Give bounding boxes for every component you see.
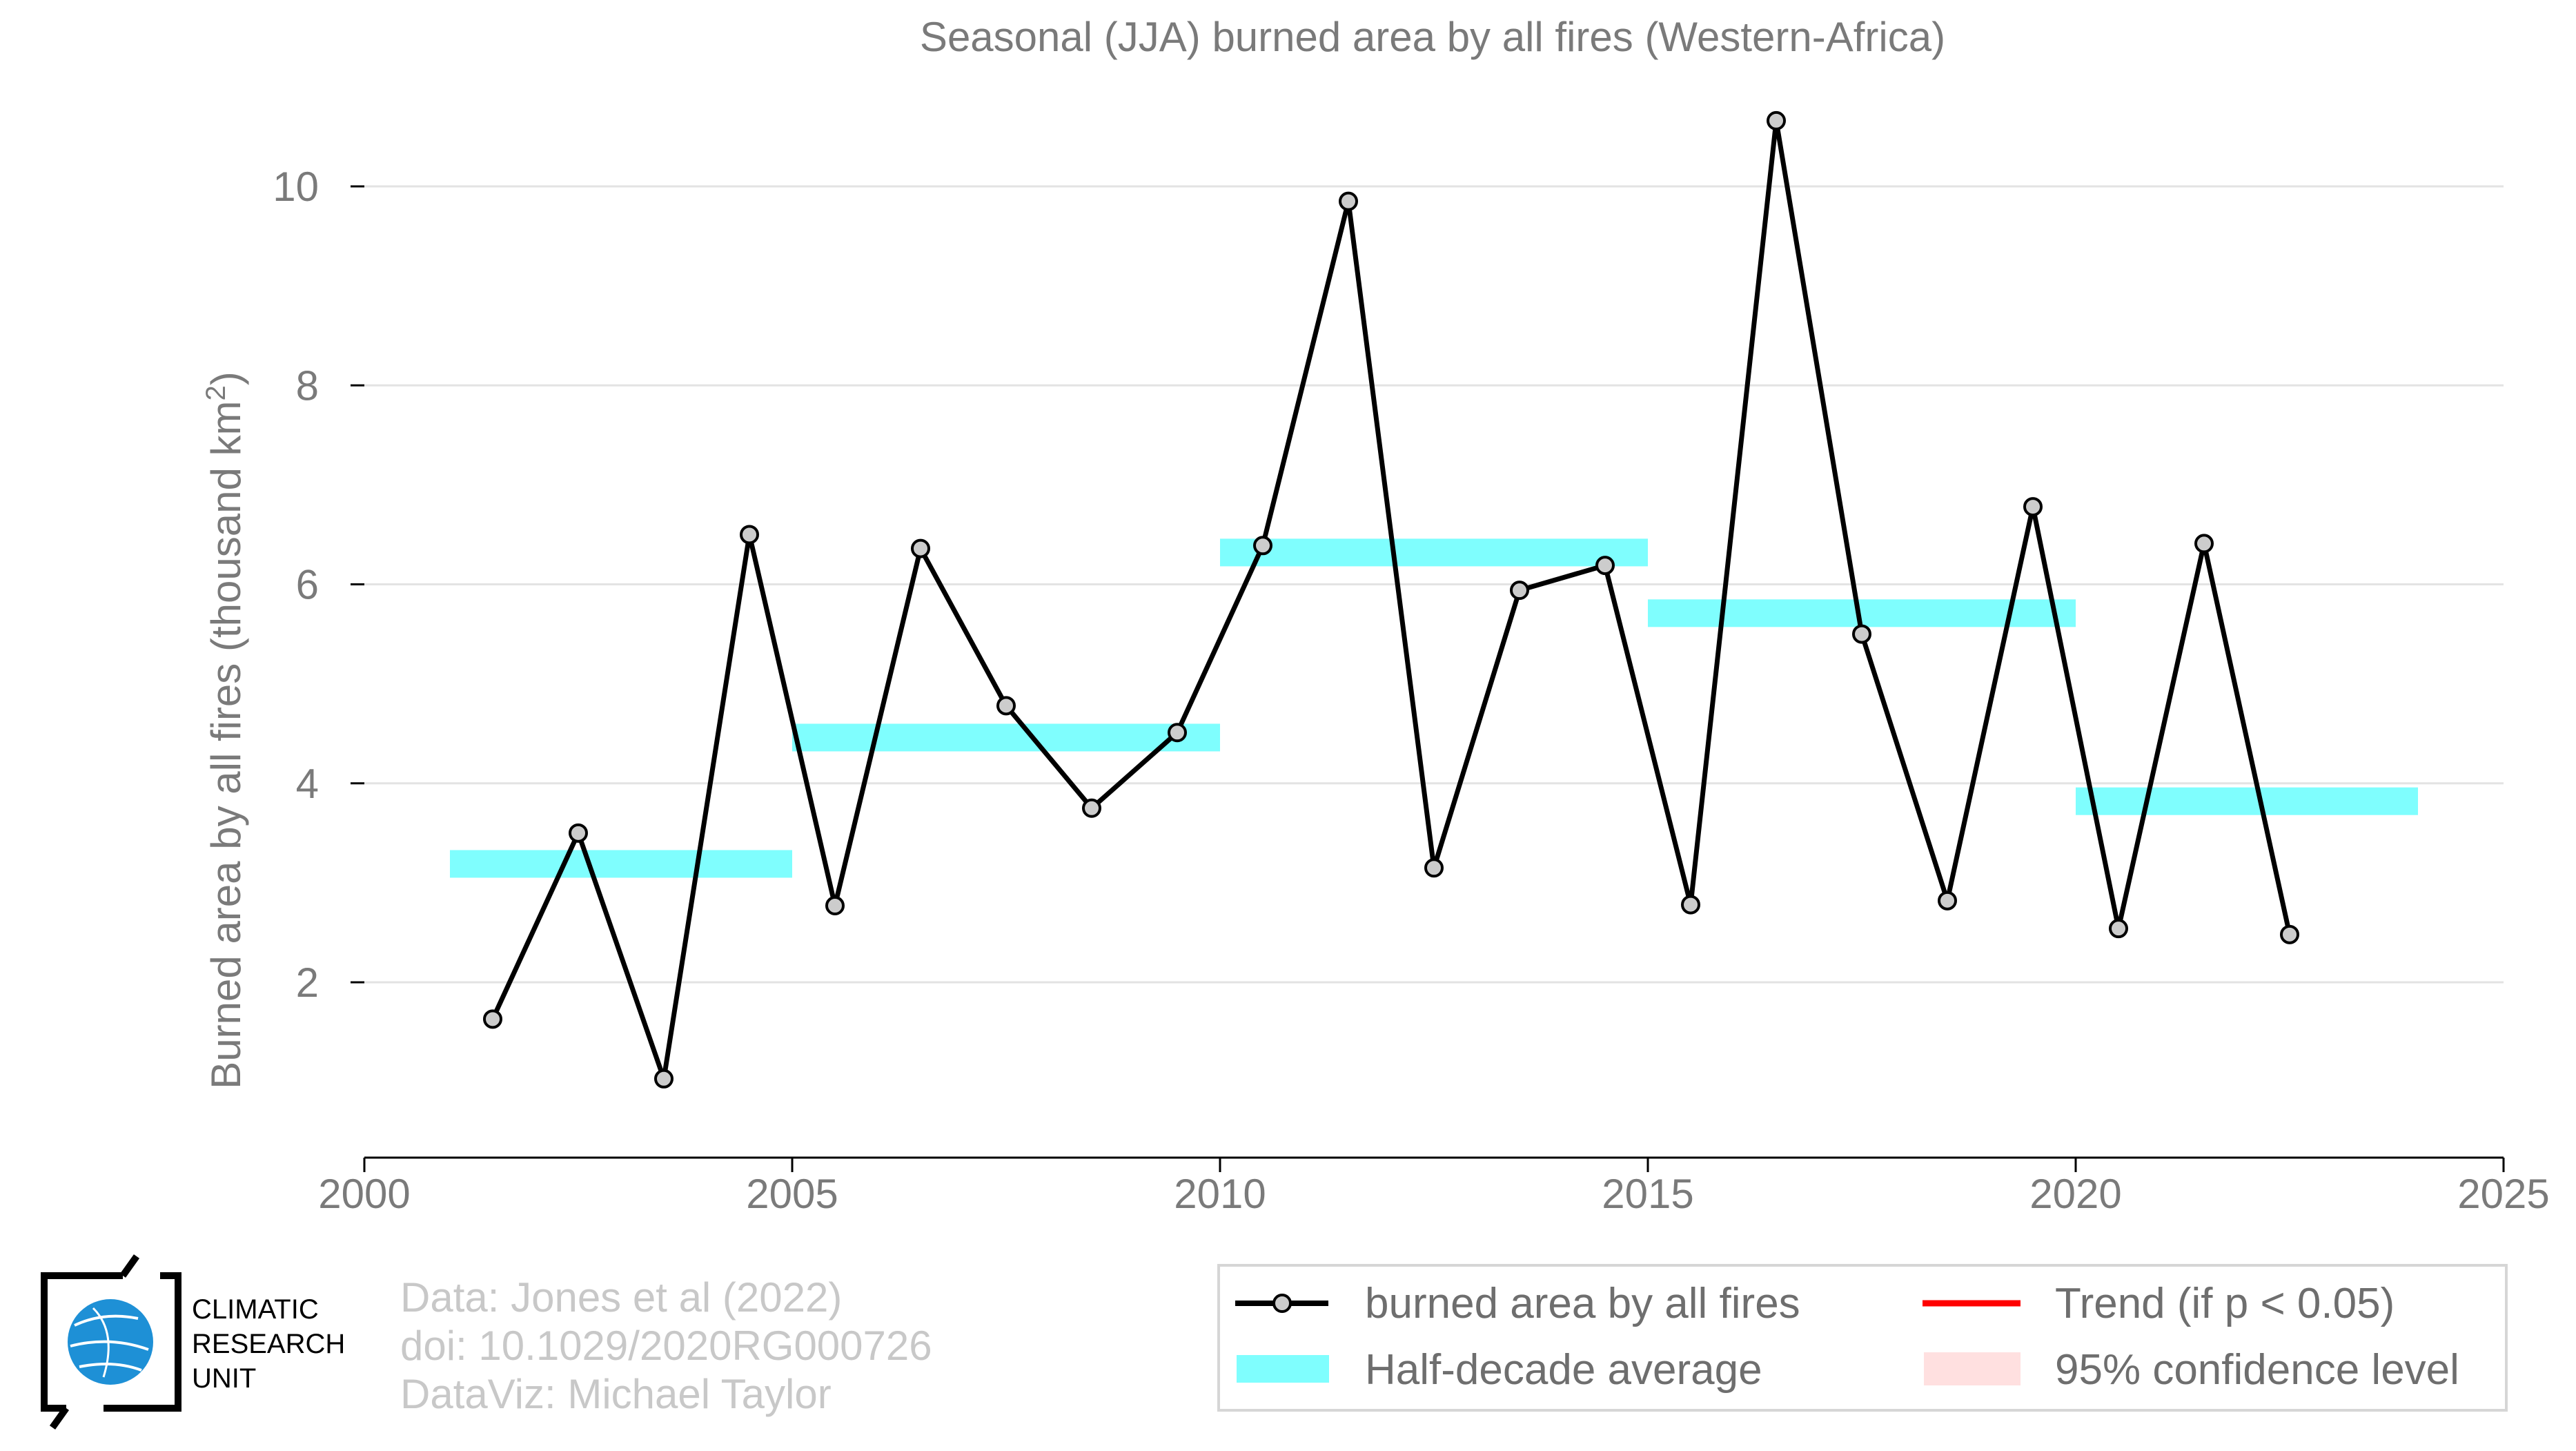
half-decade-band-4 (2076, 787, 2418, 815)
series-point-13 (1595, 556, 1615, 576)
credit-dataviz: DataViz: Michael Taylor (400, 1371, 832, 1417)
legend: burned area by all fires Trend (if p < 0… (1217, 1264, 2508, 1412)
series-point-21 (2280, 924, 2299, 944)
legend-entry-confidence: 95% confidence level (1924, 1346, 2459, 1394)
globe-swirl-1 (74, 1314, 139, 1327)
x-tick-label-2005: 2005 (746, 1171, 838, 1217)
globe-swirl-4 (92, 1307, 110, 1378)
series-point-11 (1424, 858, 1444, 878)
logo-bracket-right (104, 1272, 181, 1412)
y-tick-label-10: 10 (273, 164, 319, 210)
half-decade-band-1 (792, 723, 1220, 752)
series-point-12 (1510, 581, 1529, 601)
y-tick-label-2: 2 (296, 960, 319, 1006)
series-point-15 (1767, 110, 1786, 130)
chart-title: Seasonal (JJA) burned area by all fires … (920, 14, 1945, 60)
series-point-6 (996, 696, 1016, 716)
legend-label-confidence: 95% confidence level (2055, 1346, 2459, 1394)
legend-swatch-confidence (1924, 1352, 2021, 1385)
series-line (490, 118, 2292, 1082)
legend-entry-half-decade: Half-decade average (1237, 1346, 1762, 1394)
y-axis-title-superscript: 2 (201, 385, 231, 400)
series-point-2 (654, 1069, 674, 1089)
half-decade-bands (450, 538, 2418, 878)
logo-text-climatic: CLIMATIC (192, 1294, 319, 1325)
legend-label-trend: Trend (if p < 0.05) (2055, 1280, 2395, 1327)
legend-swatch-series-marker (1272, 1294, 1292, 1313)
y-tick-label-8: 8 (296, 362, 319, 409)
y-axis-title: Burned area by all fires (thousand km2) (201, 371, 249, 1089)
logo-text-unit: UNIT (192, 1363, 256, 1394)
series-point-17 (1938, 890, 1957, 910)
series-point-4 (825, 896, 845, 916)
logo-bracket-slash-top (119, 1254, 140, 1278)
x-tick-label-2010: 2010 (1174, 1171, 1266, 1217)
globe-swirl-3 (79, 1363, 142, 1372)
series-point-18 (2023, 497, 2043, 517)
legend-swatch-half-decade (1237, 1355, 1329, 1383)
x-tick-label-2000: 2000 (318, 1171, 410, 1217)
y-tick-label-4: 4 (296, 761, 319, 807)
y-tick-label-6: 6 (296, 562, 319, 608)
logo-bracket-slash-bottom (49, 1406, 70, 1430)
x-tick-label-2015: 2015 (1602, 1171, 1693, 1217)
series-point-10 (1339, 191, 1358, 211)
legend-entry-series: burned area by all fires (1235, 1280, 1800, 1327)
series-point-8 (1168, 723, 1187, 743)
x-tick-label-2025: 2025 (2457, 1171, 2549, 1217)
credit-doi: doi: 10.1029/2020RG000726 (400, 1323, 932, 1369)
credits: Data: Jones et al (2022) doi: 10.1029/20… (400, 1274, 932, 1417)
globe-swirl-2 (70, 1340, 149, 1351)
logo-text-research: RESEARCH (192, 1329, 345, 1359)
series-point-9 (1253, 536, 1272, 556)
series-burned-area (483, 110, 2299, 1089)
series-point-0 (483, 1009, 502, 1029)
series-point-16 (1852, 624, 1871, 644)
legend-entry-trend: Trend (if p < 0.05) (1923, 1280, 2395, 1327)
legend-frame (1217, 1264, 2508, 1412)
cru-logo: CLIMATIC RESEARCH UNIT (41, 1254, 345, 1430)
series-point-7 (1082, 798, 1101, 818)
legend-label-half-decade: Half-decade average (1365, 1346, 1762, 1394)
y-axis-ticks: 2 4 6 8 10 (273, 164, 364, 1006)
half-decade-band-0 (450, 850, 792, 878)
gridlines (364, 185, 2504, 984)
x-axis-ticks: 2000 2005 2010 2015 2020 2025 (318, 1158, 2550, 1217)
series-point-14 (1681, 895, 1700, 915)
legend-label-series: burned area by all fires (1365, 1280, 1800, 1327)
credit-data-source: Data: Jones et al (2022) (400, 1274, 842, 1321)
series-point-1 (569, 823, 588, 843)
series-point-5 (911, 538, 930, 558)
x-tick-label-2020: 2020 (2029, 1171, 2121, 1217)
series-point-20 (2194, 534, 2214, 554)
half-decade-band-2 (1220, 538, 1648, 567)
series-point-3 (740, 525, 759, 545)
logo-bracket-left (41, 1272, 123, 1412)
series-point-19 (2109, 919, 2128, 939)
